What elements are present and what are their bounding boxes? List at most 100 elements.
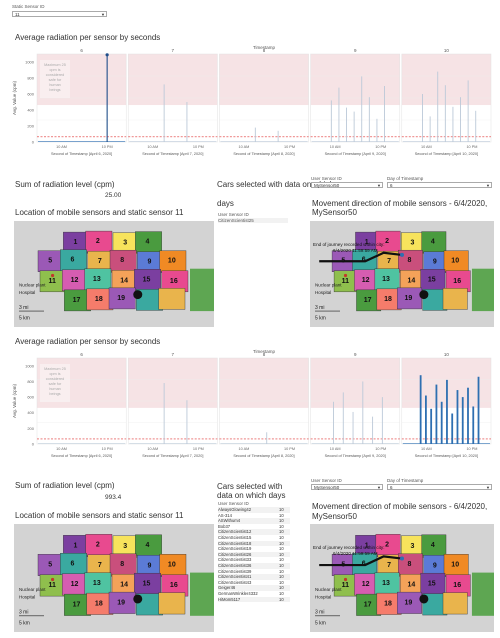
user-sensor-count: 10: [279, 590, 284, 596]
annotation-text: safe for: [49, 78, 62, 82]
list-item[interactable]: AS-314 10: [218, 513, 290, 519]
spike-bar: [372, 416, 374, 444]
baseline-bar: [38, 141, 126, 142]
neighborhood-region: [442, 592, 468, 615]
x-tick-label: 10 PM: [193, 447, 204, 451]
x-tick-label: 10 PM: [284, 447, 295, 451]
region-number: 18: [384, 296, 392, 303]
list-item[interactable]: CitizenScientist41 10: [218, 574, 290, 580]
list-item[interactable]: CitizenScientist39 10: [218, 569, 290, 575]
day-label: 10: [444, 352, 450, 357]
bottom-location-map[interactable]: 1 2 3 4 5 6 7 8 9 10 11 12 13 14 15 16 17 18 19 Nuclear pla…: [14, 524, 214, 632]
list-item[interactable]: CitizenScientist19 10: [218, 546, 290, 552]
bottom-user-sensor-dropdown[interactable]: MySensor50 ▼: [311, 484, 383, 490]
list-item[interactable]: CitizenScientist18 10: [218, 540, 290, 547]
bottom-location-title: Location of mobile sensors and static se…: [15, 511, 184, 520]
spike-bar: [452, 106, 454, 142]
list-item[interactable]: CitizenScientist33 10: [218, 557, 290, 563]
top-ctrl-user-value: MySensor50: [314, 183, 340, 188]
legend-nuclear: Nuclear plant: [315, 283, 342, 288]
region-number: 13: [93, 580, 101, 587]
bottom-journey-note-1: End of journey recorded within city:: [313, 545, 385, 550]
region-number: 13: [382, 276, 390, 283]
spike-bar: [254, 127, 256, 142]
user-sensor-count: 10: [279, 534, 284, 540]
list-item[interactable]: CitizenScientist26 10: [218, 551, 290, 558]
bottom-radiation-chart[interactable]: Timestamp Avg. Value (cpm) 1000 800 600 400 20…: [10, 348, 494, 472]
list-item[interactable]: Geiger46 10: [218, 585, 290, 591]
spike-bar: [429, 116, 431, 142]
annotation-text: beings: [49, 88, 60, 92]
spike-bar: [163, 383, 165, 444]
static-sensor-marker: [419, 594, 429, 604]
static-sensor-dropdown[interactable]: 11 ▼: [12, 11, 107, 17]
journey-end-marker: [400, 556, 404, 561]
bottom-cars-title-2: data on which days: [217, 491, 286, 500]
region-number: 8: [120, 257, 124, 264]
forest-region: [190, 268, 214, 312]
user-sensor-count: 10: [279, 512, 284, 518]
region-number: 3: [410, 543, 414, 550]
top-day-dropdown[interactable]: 6 ▼: [387, 182, 492, 188]
scale-mi: 3 mi: [315, 305, 324, 311]
region-number: 12: [362, 277, 370, 284]
spike-bar: [472, 406, 475, 444]
legend-nuclear: Nuclear plant: [19, 283, 46, 288]
scale-mi: 3 mi: [19, 610, 28, 616]
journey-path: [319, 251, 403, 263]
user-sensor-list[interactable]: AlwaysGlowing42 10 AS-314 10 ASWithum4 10 Bob3…: [218, 507, 290, 603]
list-item[interactable]: CitizenScientist36 10: [218, 562, 290, 569]
region-number: 16: [170, 278, 178, 285]
bottom-ctrl-day-label: Day of Timestamp: [387, 478, 424, 483]
region-number: 1: [365, 239, 369, 246]
list-item[interactable]: Bob37 10: [218, 524, 290, 530]
y-tick-label: 400: [27, 108, 34, 113]
y-tick-label: 600: [27, 92, 34, 97]
user-sensor-count: 10: [279, 574, 284, 580]
top-movement-title: Movement direction of mobile sensors - 6…: [312, 199, 488, 217]
annotation-text: safe for: [49, 382, 62, 386]
list-item[interactable]: HiMom5117 10: [218, 596, 290, 603]
legend-hospital: Hospital: [19, 595, 35, 600]
list-item[interactable]: CitizenScientist43 10: [218, 580, 290, 586]
list-item[interactable]: CitizenScientist12 10: [218, 529, 290, 535]
top-user-sensor-dropdown[interactable]: MySensor50 ▼: [311, 182, 383, 188]
bottom-movement-map[interactable]: 1 2 3 4 5 6 7 8 9 10 11 12 13 14 15 16 17 18 19 Nuclear pla…: [310, 524, 494, 632]
spike-bar: [338, 87, 340, 142]
region-number: 16: [453, 582, 461, 589]
bottom-movement-title-2: MySensor50: [312, 512, 357, 521]
legend-hospital: Hospital: [19, 290, 35, 295]
user-sensor-count: 10: [279, 507, 284, 512]
spike-bar: [444, 85, 446, 142]
spike-bar: [456, 390, 459, 444]
bottom-day-dropdown[interactable]: 6 ▼: [387, 484, 492, 490]
region-number: 8: [120, 561, 124, 568]
x-axis-label: Second of Timestamp [April 6, 2020]: [51, 454, 112, 458]
region-number: 17: [73, 297, 81, 304]
region-number: 13: [382, 580, 390, 587]
legend-hospital: Hospital: [315, 595, 331, 600]
top-radiation-chart[interactable]: Timestamp Avg. Value (cpm) 1000 800 600 400 20…: [10, 44, 494, 170]
user-sensor-name: CitizenScientist33: [218, 557, 252, 563]
y-tick-label: 1000: [25, 60, 35, 65]
list-item[interactable]: ASWithum4 10: [218, 518, 290, 524]
spike-bar: [163, 84, 165, 142]
region-number: 10: [168, 561, 176, 568]
list-item[interactable]: AlwaysGlowing42 10: [218, 507, 290, 513]
top-movement-map[interactable]: 1 2 3 4 5 6 7 8 9 10 11 12 13 14 15 16 17 18 19 Nuclear pla…: [310, 221, 494, 327]
nuclear-plant-icon: [343, 577, 348, 582]
static-sensor-label: Static Sensor ID: [12, 4, 45, 9]
region-number: 1: [74, 239, 78, 246]
top-user-sensor-value[interactable]: CitizenScientist25: [218, 218, 288, 223]
region-number: 3: [123, 240, 127, 247]
static-sensor-marker: [419, 290, 429, 300]
region-number: 11: [342, 582, 350, 589]
list-item[interactable]: GermanWrinkler4332 10: [218, 591, 290, 597]
x-axis-label: Second of Timestamp [April 6, 2020]: [51, 152, 112, 156]
list-item[interactable]: CitizenScientist15 10: [218, 535, 290, 541]
top-location-map[interactable]: 1 2 3 4 5 6 7 8 9 10 11 12 13 14 15 16 17 18 19 Nuclear pla…: [14, 221, 214, 327]
